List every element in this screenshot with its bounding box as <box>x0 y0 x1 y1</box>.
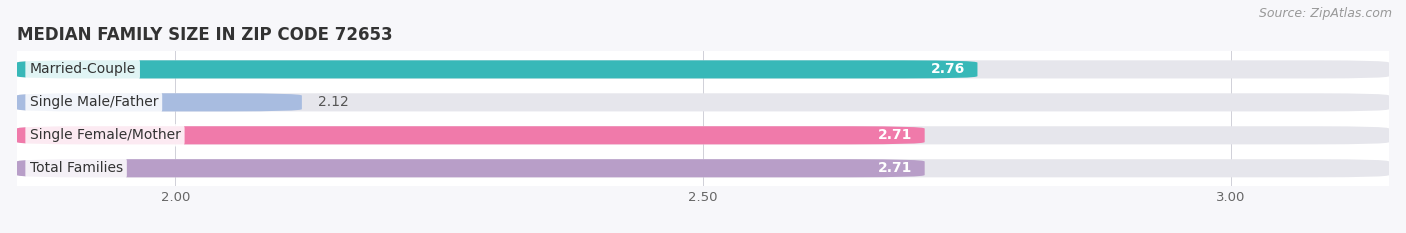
Text: Single Male/Father: Single Male/Father <box>30 95 157 109</box>
Text: Married-Couple: Married-Couple <box>30 62 136 76</box>
Text: Single Female/Mother: Single Female/Mother <box>30 128 180 142</box>
Text: 2.12: 2.12 <box>318 95 349 109</box>
Text: Total Families: Total Families <box>30 161 122 175</box>
FancyBboxPatch shape <box>17 159 925 177</box>
FancyBboxPatch shape <box>17 60 977 79</box>
FancyBboxPatch shape <box>17 126 1389 144</box>
FancyBboxPatch shape <box>17 60 1389 79</box>
FancyBboxPatch shape <box>17 159 1389 177</box>
Text: 2.76: 2.76 <box>931 62 965 76</box>
FancyBboxPatch shape <box>17 126 925 144</box>
FancyBboxPatch shape <box>17 93 1389 111</box>
Text: 2.71: 2.71 <box>877 161 912 175</box>
Text: 2.71: 2.71 <box>877 128 912 142</box>
FancyBboxPatch shape <box>17 93 302 111</box>
Text: Source: ZipAtlas.com: Source: ZipAtlas.com <box>1258 7 1392 20</box>
Text: MEDIAN FAMILY SIZE IN ZIP CODE 72653: MEDIAN FAMILY SIZE IN ZIP CODE 72653 <box>17 26 392 44</box>
